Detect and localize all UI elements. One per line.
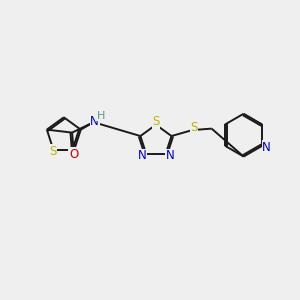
Text: N: N — [166, 149, 174, 162]
Text: N: N — [137, 149, 146, 162]
Text: N: N — [90, 115, 99, 128]
Text: N: N — [262, 141, 271, 154]
Text: H: H — [97, 111, 105, 121]
Text: O: O — [69, 148, 78, 160]
Text: S: S — [190, 121, 197, 134]
Text: S: S — [49, 145, 56, 158]
Text: S: S — [152, 115, 160, 128]
